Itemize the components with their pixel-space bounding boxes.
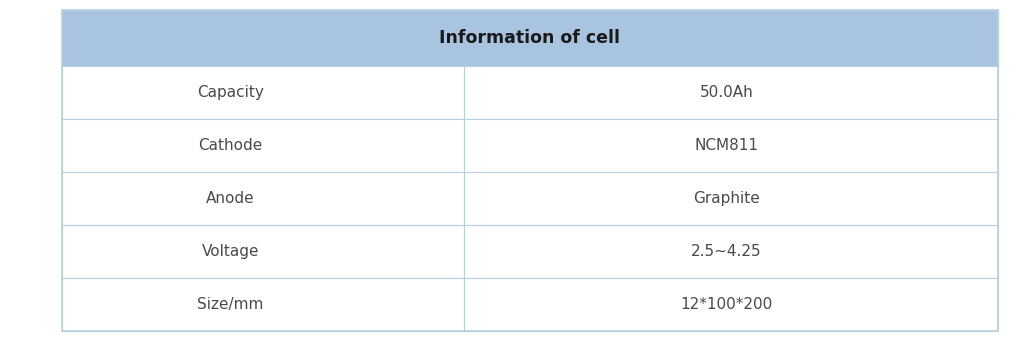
Bar [62, 225, 464, 278]
Text: Capacity: Capacity [197, 86, 263, 100]
Bar [464, 172, 998, 225]
Bar [464, 67, 998, 119]
Text: NCM811: NCM811 [695, 138, 758, 154]
Text: Cathode: Cathode [199, 138, 262, 154]
Text: Size/mm: Size/mm [198, 297, 263, 312]
Bar [62, 10, 998, 67]
Bar [464, 278, 998, 331]
Bar [62, 119, 464, 172]
Text: Anode: Anode [206, 191, 254, 206]
Text: 12*100*200: 12*100*200 [680, 297, 773, 312]
Bar [464, 119, 998, 172]
Text: 2.5~4.25: 2.5~4.25 [691, 244, 761, 259]
Bar [62, 278, 464, 331]
Text: 50.0Ah: 50.0Ah [700, 86, 753, 100]
Text: Voltage: Voltage [202, 244, 259, 259]
Text: Information of cell: Information of cell [439, 29, 620, 47]
Text: Graphite: Graphite [694, 191, 760, 206]
Bar [62, 67, 464, 119]
Bar [464, 225, 998, 278]
Bar [62, 172, 464, 225]
